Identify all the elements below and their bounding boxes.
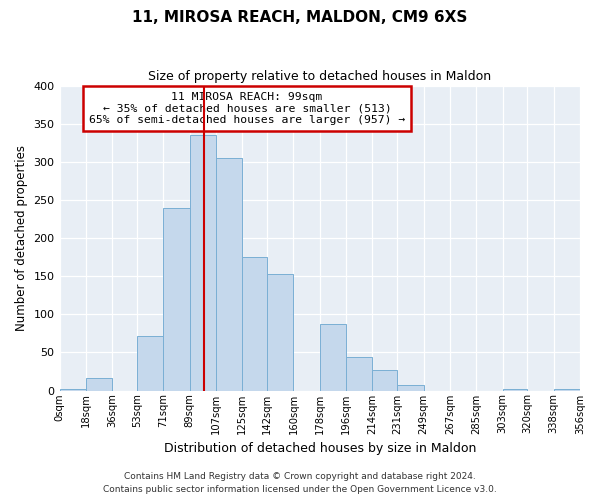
Bar — [163, 208, 190, 390]
Bar — [320, 324, 346, 390]
Bar — [554, 389, 580, 390]
Bar — [503, 389, 527, 390]
Bar — [86, 378, 112, 390]
Title: Size of property relative to detached houses in Maldon: Size of property relative to detached ho… — [148, 70, 491, 83]
Text: Contains HM Land Registry data © Crown copyright and database right 2024.
Contai: Contains HM Land Registry data © Crown c… — [103, 472, 497, 494]
Text: 11, MIROSA REACH, MALDON, CM9 6XS: 11, MIROSA REACH, MALDON, CM9 6XS — [133, 10, 467, 25]
Bar — [216, 158, 242, 390]
Bar — [59, 389, 86, 390]
Text: 11 MIROSA REACH: 99sqm
← 35% of detached houses are smaller (513)
65% of semi-de: 11 MIROSA REACH: 99sqm ← 35% of detached… — [89, 92, 405, 125]
X-axis label: Distribution of detached houses by size in Maldon: Distribution of detached houses by size … — [164, 442, 476, 455]
Y-axis label: Number of detached properties: Number of detached properties — [15, 145, 28, 331]
Bar — [397, 385, 424, 390]
Bar — [242, 257, 267, 390]
Bar — [346, 357, 373, 390]
Bar — [267, 274, 293, 390]
Bar — [373, 370, 397, 390]
Bar — [190, 135, 216, 390]
Bar — [137, 336, 163, 390]
